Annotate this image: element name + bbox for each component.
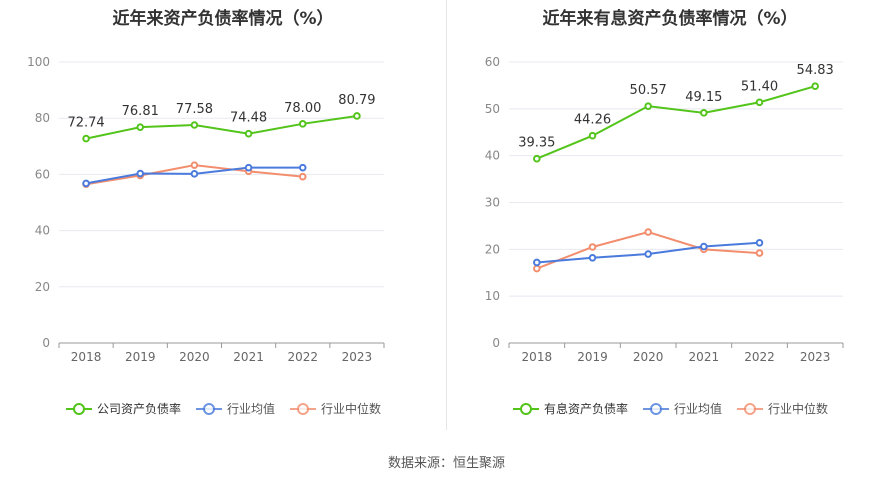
y-tick-label: 20 — [35, 280, 50, 294]
legend-item[interactable]: 行业均值 — [642, 400, 722, 417]
x-tick-label: 2019 — [125, 350, 156, 364]
data-point — [588, 253, 597, 262]
y-tick-label: 60 — [35, 167, 50, 181]
x-tick-label: 2020 — [633, 350, 664, 364]
y-tick-label: 60 — [485, 55, 500, 69]
data-point — [533, 258, 541, 267]
y-tick-label: 20 — [485, 242, 500, 256]
data-point — [811, 82, 819, 91]
legend-item[interactable]: 有息资产负债率 — [512, 400, 628, 417]
x-tick-label: 2019 — [577, 350, 608, 364]
data-label: 74.48 — [230, 111, 267, 126]
legend-swatch-icon — [65, 402, 92, 415]
legend-swatch-icon — [290, 402, 316, 415]
y-tick-label: 10 — [485, 289, 500, 303]
chart-panel-interest-debt-ratio: 近年来有息资产负债率情况（%） 0 10 20 30 40 50 60 2018 2019 202… — [447, 0, 893, 430]
data-point — [298, 120, 307, 128]
data-point — [700, 109, 708, 117]
data-point — [82, 134, 90, 143]
x-tick-label: 2021 — [689, 350, 720, 364]
legend-item[interactable]: 公司资产负债率 — [65, 400, 181, 417]
data-label: 72.74 — [67, 116, 104, 131]
data-point — [82, 179, 90, 188]
legend-label: 公司资产负债率 — [96, 402, 181, 416]
panel-divider — [446, 0, 447, 430]
data-point — [190, 170, 199, 178]
legend-item[interactable]: 行业中位数 — [289, 400, 381, 417]
x-tick-label: 2023 — [800, 350, 831, 364]
data-label: 54.83 — [797, 63, 834, 78]
data-point — [588, 243, 597, 251]
x-tick-label: 2022 — [744, 350, 775, 364]
data-point — [533, 154, 541, 163]
data-point — [700, 242, 708, 251]
legend-label: 行业均值 — [673, 402, 722, 416]
y-tick-label: 100 — [27, 55, 50, 69]
chart-title: 近年来有息资产负债率情况（%） — [542, 9, 798, 29]
y-tick-label: 40 — [35, 224, 50, 238]
data-point — [244, 163, 253, 172]
data-label: 76.81 — [122, 104, 159, 119]
data-label: 50.57 — [630, 83, 667, 98]
chart-title: 近年来资产负债率情况（%） — [112, 9, 334, 29]
y-tick-label: 0 — [42, 336, 50, 350]
data-label: 77.58 — [176, 102, 213, 117]
legend-label: 行业中位数 — [321, 402, 382, 416]
data-point — [644, 250, 652, 258]
line-chart-interest-debt-ratio: 0 10 20 30 40 50 60 2018 2019 2020 2021 2022 2023 39.… — [485, 55, 844, 364]
data-label: 49.15 — [685, 90, 722, 105]
data-point — [136, 123, 145, 131]
legend-swatch-icon — [737, 402, 763, 415]
data-source-note: 数据来源：恒生聚源 — [387, 456, 505, 471]
y-tick-label: 50 — [485, 102, 500, 116]
y-tick-label: 40 — [485, 149, 500, 163]
x-tick-label: 2018 — [522, 350, 553, 364]
data-point — [353, 112, 361, 120]
data-point — [644, 228, 652, 236]
data-point — [533, 264, 541, 273]
series-line — [536, 85, 816, 160]
chart-legend: 公司资产负债率 行业均值 行业中位数 — [0, 400, 446, 417]
legend-item[interactable]: 行业均值 — [195, 400, 275, 417]
data-label: 44.26 — [574, 113, 611, 128]
legend-label: 行业均值 — [226, 402, 275, 416]
legend-label: 有息资产负债率 — [543, 402, 628, 416]
x-tick-label: 2018 — [71, 350, 102, 364]
data-point — [190, 161, 199, 169]
chart-legend: 有息资产负债率 行业均值 行业中位数 — [447, 400, 893, 417]
data-point — [298, 172, 307, 181]
data-label: 51.40 — [741, 79, 778, 94]
series-line — [85, 114, 358, 140]
x-tick-label: 2022 — [287, 350, 318, 364]
data-point — [588, 131, 597, 140]
line-chart-debt-ratio: 0 20 40 60 80 100 2018 2019 2020 2021 2022 2023 72.7… — [27, 55, 385, 364]
x-tick-label: 2020 — [179, 350, 210, 364]
y-tick-label: 0 — [492, 336, 500, 350]
x-tick-label: 2021 — [233, 350, 264, 364]
data-point — [190, 121, 199, 129]
legend-label: 行业中位数 — [768, 402, 829, 416]
data-point — [755, 98, 764, 107]
y-tick-label: 80 — [35, 111, 50, 125]
legend-swatch-icon — [512, 402, 539, 415]
x-tick-label: 2023 — [342, 350, 373, 364]
data-point — [136, 169, 145, 178]
chart-panel-debt-ratio: 近年来资产负债率情况（%） 0 20 40 60 80 100 2018 2019 2020 20… — [0, 0, 446, 430]
data-label: 78.00 — [284, 101, 321, 116]
data-point — [755, 238, 764, 247]
data-label: 39.35 — [518, 136, 555, 151]
data-label: 80.79 — [338, 93, 375, 108]
legend-swatch-icon — [642, 402, 669, 415]
legend-swatch-icon — [195, 402, 222, 415]
data-point — [755, 249, 764, 257]
legend-item[interactable]: 行业中位数 — [736, 400, 828, 417]
data-point — [298, 163, 307, 172]
data-point — [244, 129, 253, 138]
y-tick-label: 30 — [485, 196, 500, 210]
data-point — [644, 102, 652, 110]
